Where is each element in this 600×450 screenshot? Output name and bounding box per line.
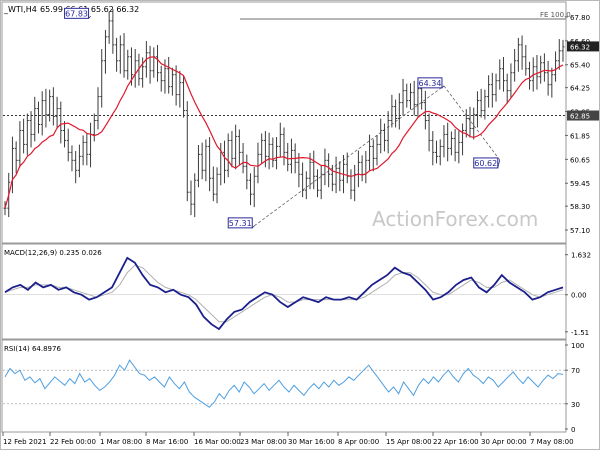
x-axis: 12 Feb 2021 22 Feb 00:00 1 Mar 08:00 8 Mar … <box>2 432 574 446</box>
moving-average <box>4 56 564 209</box>
macd-series <box>4 256 564 331</box>
price-annotation-pointer <box>441 85 445 89</box>
rsi-tick-label: 0 <box>571 426 575 434</box>
macd-tick-label: -1.51 <box>571 329 589 337</box>
price-tick-label: 59.45 <box>570 180 590 188</box>
macd-title: MACD(12,26,9) 0.235 0.026 <box>4 249 102 257</box>
trend-line-down <box>443 85 501 161</box>
x-tick-label: 7 May 08:00 <box>530 438 574 446</box>
x-tick-label: 8 Mar 16:00 <box>146 438 188 446</box>
rsi-axis: 100 70 30 0 <box>565 342 584 434</box>
price-annotations: 67.83 57.31 64.34 60.62 <box>64 7 501 229</box>
rsi-levels <box>3 369 565 405</box>
price-tick-label: 57.10 <box>570 227 590 235</box>
macd-tick-label: 0.00 <box>571 292 587 300</box>
price-annotation-pointer <box>251 225 255 229</box>
moving-average-line <box>4 56 564 209</box>
rsi-tick-label: 70 <box>571 367 580 375</box>
x-tick-label: 30 Mar 16:00 <box>288 438 335 446</box>
macd-axis: 1.632 0.00 -1.51 <box>565 252 591 337</box>
x-tick-label: 30 Apr 00:00 <box>481 438 527 446</box>
fe-label: FE 100.0 <box>540 11 571 19</box>
current-price-box <box>567 41 599 52</box>
price-tick-label: 60.65 <box>570 156 590 164</box>
level-price-label: 62.85 <box>570 113 590 121</box>
symbol-label: _WTI,H4 <box>3 5 37 14</box>
rsi-series <box>4 359 564 408</box>
rsi-panel-border <box>1 339 567 433</box>
price-annotation-box <box>227 217 253 229</box>
macd-panel-border <box>1 243 567 340</box>
x-tick-label: 12 Feb 2021 <box>3 438 47 446</box>
rsi-title: RSI(14) 64.8976 <box>4 345 61 353</box>
ohlc-values: 65.99 66.61 65.62 66.32 <box>40 5 139 14</box>
x-tick-label: 8 Apr 00:00 <box>338 438 379 446</box>
rsi-tick-label: 100 <box>571 342 584 350</box>
price-series <box>3 9 565 218</box>
x-tick-label: 1 Mar 08:00 <box>100 438 142 446</box>
macd-tick-label: 1.632 <box>571 252 591 260</box>
x-tick-label: 22 Apr 16:00 <box>433 438 479 446</box>
price-annotation-label: 64.34 <box>419 79 442 88</box>
rsi-tick-label: 30 <box>571 401 580 409</box>
trend-dashed-line <box>254 85 501 227</box>
macd-line <box>4 256 564 331</box>
rsi-line <box>4 359 564 408</box>
price-tick-label: 65.40 <box>570 62 590 70</box>
x-tick-label: 22 Feb 00:00 <box>50 438 96 446</box>
x-tick-label: 23 Mar 08:00 <box>240 438 287 446</box>
level-price-box <box>567 110 599 121</box>
current-price-label: 66.32 <box>570 43 590 51</box>
price-axis: 67.8066.6065.4064.2563.0561.8560.6559.45… <box>565 14 599 235</box>
price-annotation-label: 67.83 <box>65 9 88 18</box>
price-annotation-label: 60.62 <box>474 159 497 168</box>
price-annotation-box <box>473 157 499 169</box>
x-tick-label: 16 Mar 00:00 <box>194 438 241 446</box>
watermark: ActionForex.com <box>372 207 538 231</box>
price-annotation-label: 57.31 <box>229 219 252 228</box>
price-tick-label: 61.85 <box>570 132 590 140</box>
price-tick-label: 64.25 <box>570 85 590 93</box>
price-annotation-pointer <box>497 159 501 169</box>
price-panel-border <box>1 1 567 244</box>
price-annotation-box <box>64 7 90 19</box>
price-annotation-pointer <box>88 16 91 19</box>
price-annotation-box <box>417 77 443 89</box>
x-tick-label: 15 Apr 08:00 <box>386 438 432 446</box>
trend-line-up <box>254 85 445 227</box>
price-tick-label: 58.30 <box>570 203 590 211</box>
price-tick-label: 67.80 <box>570 14 590 22</box>
